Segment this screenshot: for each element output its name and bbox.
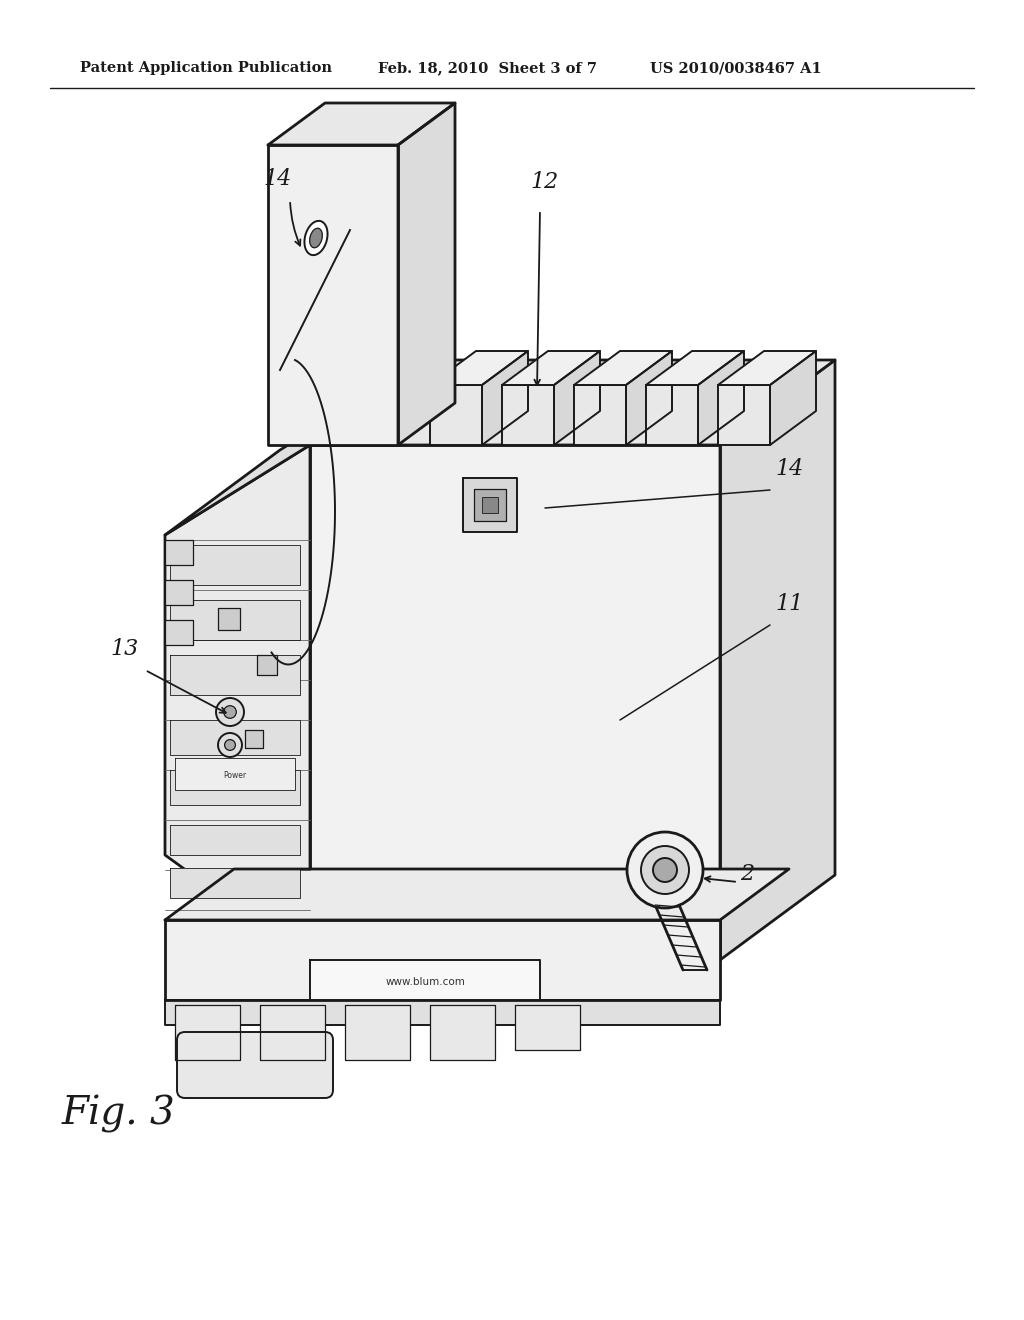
Polygon shape: [720, 360, 835, 960]
Text: 12: 12: [530, 172, 558, 193]
Polygon shape: [515, 1005, 580, 1049]
Bar: [482, 498, 498, 513]
Text: 14: 14: [775, 458, 803, 480]
Text: Fig. 3: Fig. 3: [62, 1096, 176, 1133]
Polygon shape: [345, 1005, 410, 1060]
Polygon shape: [310, 360, 835, 445]
Polygon shape: [170, 545, 300, 585]
Polygon shape: [170, 869, 300, 898]
Text: 14: 14: [263, 168, 291, 190]
Polygon shape: [165, 445, 310, 960]
Text: 13: 13: [110, 638, 138, 660]
Circle shape: [223, 706, 237, 718]
Polygon shape: [257, 655, 278, 675]
Circle shape: [224, 739, 236, 750]
Polygon shape: [165, 1001, 720, 1026]
Text: US 2010/0038467 A1: US 2010/0038467 A1: [650, 61, 821, 75]
Circle shape: [216, 698, 244, 726]
Polygon shape: [430, 385, 482, 445]
Polygon shape: [170, 825, 300, 855]
Text: Power: Power: [223, 771, 247, 780]
Polygon shape: [165, 579, 193, 605]
Polygon shape: [646, 385, 698, 445]
Circle shape: [627, 832, 703, 908]
Circle shape: [641, 846, 689, 894]
Polygon shape: [165, 360, 425, 535]
Polygon shape: [554, 351, 600, 445]
Text: Patent Application Publication: Patent Application Publication: [80, 61, 332, 75]
Text: 11: 11: [775, 593, 803, 615]
Polygon shape: [245, 730, 263, 748]
Polygon shape: [463, 478, 517, 532]
Polygon shape: [482, 351, 528, 445]
Polygon shape: [170, 601, 300, 640]
Polygon shape: [646, 351, 744, 385]
Polygon shape: [502, 351, 600, 385]
Polygon shape: [770, 351, 816, 445]
Circle shape: [218, 733, 242, 756]
Polygon shape: [718, 351, 816, 385]
Polygon shape: [718, 385, 770, 445]
Text: Feb. 18, 2010  Sheet 3 of 7: Feb. 18, 2010 Sheet 3 of 7: [378, 61, 597, 75]
Polygon shape: [502, 385, 554, 445]
Circle shape: [653, 858, 677, 882]
Polygon shape: [268, 103, 455, 145]
Polygon shape: [165, 869, 790, 920]
Text: 2: 2: [740, 863, 754, 884]
Polygon shape: [175, 1005, 240, 1060]
Polygon shape: [165, 920, 720, 1001]
Polygon shape: [170, 719, 300, 755]
Polygon shape: [430, 1005, 495, 1060]
FancyBboxPatch shape: [177, 1032, 333, 1098]
Ellipse shape: [304, 220, 328, 255]
Polygon shape: [170, 770, 300, 805]
Polygon shape: [626, 351, 672, 445]
Polygon shape: [260, 1005, 325, 1060]
Polygon shape: [310, 445, 720, 960]
Ellipse shape: [309, 228, 323, 248]
Polygon shape: [165, 620, 193, 645]
Polygon shape: [574, 385, 626, 445]
Polygon shape: [398, 103, 455, 445]
Polygon shape: [268, 145, 398, 445]
Polygon shape: [474, 488, 506, 521]
Polygon shape: [175, 758, 295, 789]
Polygon shape: [170, 655, 300, 696]
Polygon shape: [218, 609, 240, 630]
Polygon shape: [698, 351, 744, 445]
Text: www.blum.com: www.blum.com: [385, 977, 465, 987]
Polygon shape: [574, 351, 672, 385]
Polygon shape: [310, 960, 540, 1001]
Polygon shape: [430, 351, 528, 385]
Polygon shape: [165, 540, 193, 565]
